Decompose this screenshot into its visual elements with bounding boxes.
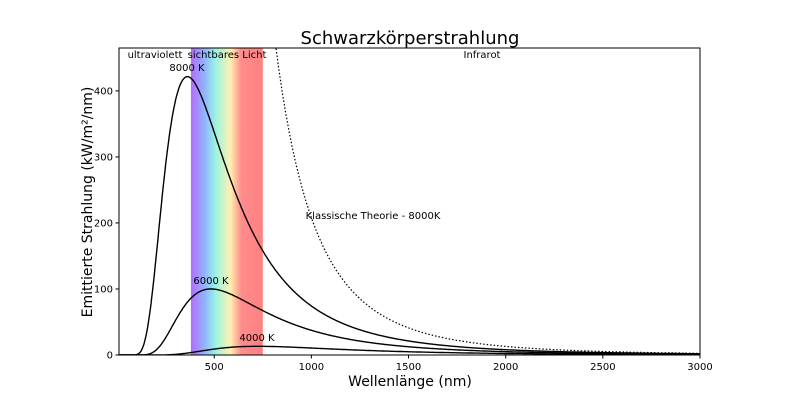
y-tick-label: 200 (94, 218, 113, 229)
x-axis-label: Wellenlänge (nm) (348, 374, 472, 390)
series-line-klassische-theorie-8000k (275, 48, 700, 354)
plot-frame (118, 47, 701, 356)
x-tick-label: 2000 (493, 362, 518, 373)
visible-spectrum-band (190, 48, 263, 355)
x-tick-label: 1500 (396, 362, 421, 373)
series-label-classical: Klassische Theorie - 8000K (306, 211, 441, 222)
series-label-8000k: 8000 K (169, 63, 205, 74)
series-line-8000-k (119, 75, 700, 355)
region-label-visible: sichtbares Licht (188, 50, 267, 61)
series-line-4000-k (119, 345, 700, 355)
series-label-4000k: 4000 K (239, 333, 275, 344)
region-label-ultraviolett: ultraviolett (128, 50, 183, 61)
y-tick-label: 0 (107, 351, 113, 362)
y-tick-label: 300 (94, 152, 113, 163)
y-tick-label: 100 (94, 284, 113, 295)
region-label-infrarot: Infrarot (464, 50, 501, 61)
x-tick-label: 2500 (590, 362, 615, 373)
series-label-6000k: 6000 K (193, 276, 229, 287)
chart-title: Schwarzkörperstrahlung (301, 28, 520, 49)
y-axis-label: Emittierte Strahlung (kW/m²/nm) (80, 87, 96, 318)
series-line-6000-k (119, 288, 700, 355)
x-tick-label: 500 (205, 362, 224, 373)
x-tick-label: 3000 (687, 362, 712, 373)
x-tick-label: 1000 (299, 362, 324, 373)
y-tick-label: 400 (94, 86, 113, 97)
